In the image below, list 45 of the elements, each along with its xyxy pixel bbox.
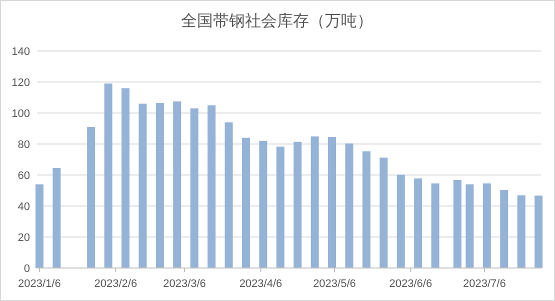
- bar: [104, 84, 112, 268]
- bar: [224, 122, 233, 268]
- bar: [138, 104, 147, 268]
- bar: [414, 178, 422, 268]
- x-tick-label: 2023/6/6: [389, 278, 432, 290]
- chart-title: 全国带钢社会库存（万吨）: [181, 11, 373, 30]
- bar: [534, 196, 543, 268]
- x-tick-label: 2023/1/6: [18, 278, 61, 290]
- bar: [362, 151, 370, 268]
- x-tick-label: 2023/5/6: [313, 278, 356, 290]
- bar: [466, 184, 474, 268]
- bar: [380, 158, 388, 268]
- y-tick-label: 40: [18, 201, 30, 213]
- bar: [87, 126, 96, 268]
- x-tick-label: 2023/3/6: [163, 278, 206, 290]
- bar: [173, 101, 182, 268]
- bar: [431, 183, 440, 268]
- bar: [482, 183, 491, 268]
- y-tick-label: 140: [12, 46, 30, 58]
- bar: [242, 138, 250, 268]
- bar: [276, 146, 284, 268]
- bar: [35, 184, 44, 268]
- y-tick-label: 60: [18, 170, 30, 182]
- x-tick-label: 2023/7/6: [463, 278, 506, 290]
- bar: [345, 143, 354, 268]
- y-tick-label: 120: [12, 77, 30, 89]
- bar: [500, 190, 508, 268]
- bar: [453, 180, 462, 268]
- bar: [52, 168, 61, 268]
- y-tick-label: 0: [24, 263, 30, 275]
- bar: [310, 136, 319, 268]
- bar: [294, 142, 302, 268]
- bar: [517, 195, 526, 268]
- bar: [122, 88, 130, 268]
- bar: [208, 105, 216, 268]
- x-tick-label: 2023/4/6: [239, 278, 282, 290]
- y-tick-label: 20: [18, 232, 30, 244]
- y-tick-label: 80: [18, 139, 30, 151]
- bar: [190, 108, 198, 268]
- bar: [156, 102, 164, 268]
- bar: [328, 137, 336, 268]
- y-tick-label: 100: [12, 108, 30, 120]
- bar: [259, 140, 268, 268]
- bar: [396, 174, 405, 268]
- x-tick-label: 2023/2/6: [94, 278, 138, 290]
